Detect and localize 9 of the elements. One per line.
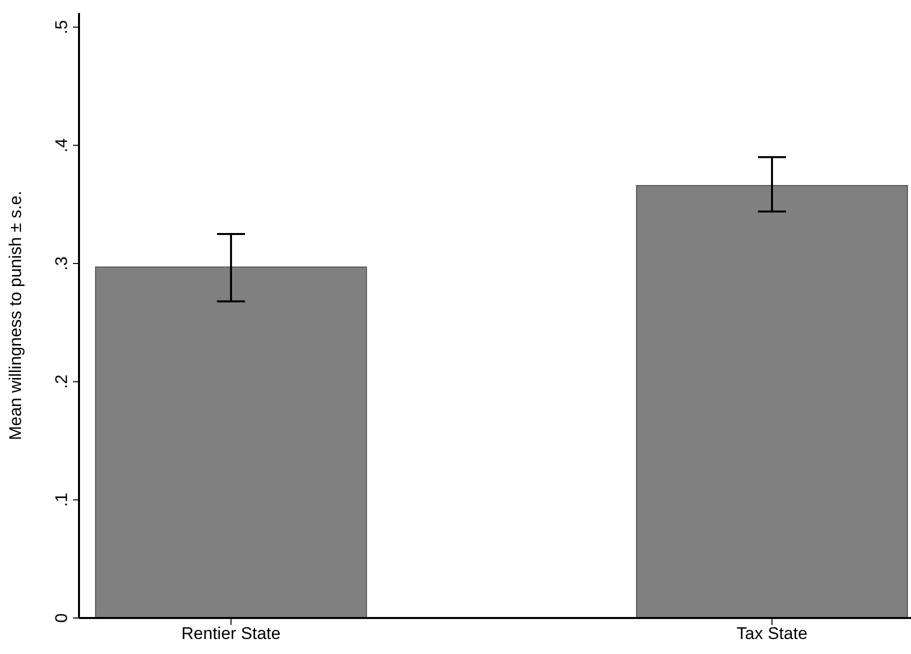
x-tick-label: Tax State bbox=[736, 624, 808, 644]
y-axis-title: Mean willingness to punish ± s.e. bbox=[6, 190, 26, 440]
y-tick-label: 0 bbox=[52, 613, 71, 623]
y-tick-label: .1 bbox=[52, 492, 71, 507]
y-tick-label: .5 bbox=[52, 20, 71, 34]
x-tick-label: Rentier State bbox=[181, 624, 281, 644]
y-tick-label: .2 bbox=[52, 374, 71, 389]
y-tick-label: .4 bbox=[52, 138, 71, 152]
y-tick-label: .3 bbox=[52, 256, 71, 271]
